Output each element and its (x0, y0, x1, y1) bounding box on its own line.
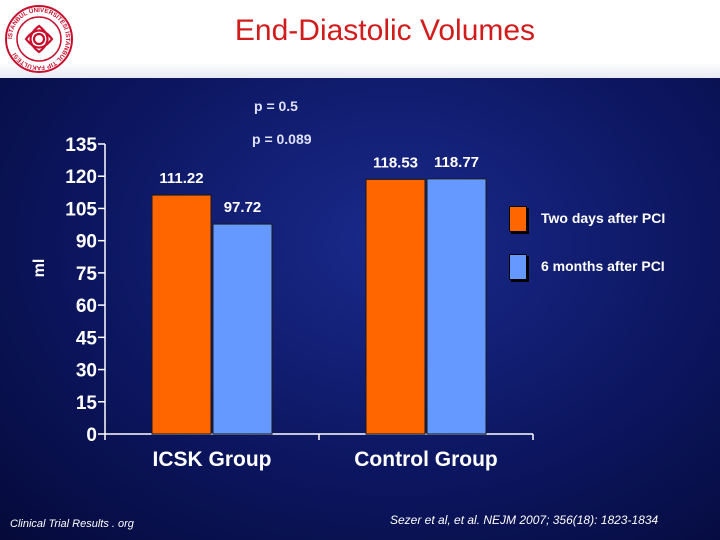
university-logo: İSTANBUL ÜNİVERSİTESİ İSTANBUL TIP FAKÜL… (5, 5, 73, 73)
bar-two-days-1 (365, 178, 426, 435)
bar-value-label: 111.22 (159, 170, 203, 187)
footer-citation: Sezer et al, et al. NEJM 2007; 356(18): … (390, 513, 659, 527)
footer-source-site: Clinical Trial Results . org (10, 518, 134, 530)
slide-header: İSTANBUL ÜNİVERSİTESİ İSTANBUL TIP FAKÜL… (0, 0, 720, 78)
y-tick-label: 45 (76, 328, 98, 349)
legend-swatch-six-months (509, 254, 527, 280)
bar-value-label: 97.72 (224, 199, 262, 216)
legend-label-six-months: 6 months after PCI (541, 258, 665, 274)
bar-six-months-1 (426, 178, 487, 435)
bar-six-months-0 (212, 223, 273, 435)
y-tick-label: 15 (76, 393, 98, 414)
x-category-label: ICSK Group (153, 448, 272, 471)
legend-label-two-days: Two days after PCI (541, 210, 666, 226)
y-tick-label: 0 (86, 425, 97, 446)
y-axis-label: ml (31, 259, 48, 278)
x-category-label: Control Group (354, 448, 497, 471)
y-tick-label: 90 (76, 232, 97, 253)
y-tick-label: 135 (65, 135, 97, 156)
p-value-control: p = 0.089 (252, 131, 312, 147)
y-tick-label: 30 (76, 361, 97, 382)
y-tick-label: 105 (65, 199, 97, 220)
y-tick-label: 60 (76, 296, 97, 317)
bar-two-days-0 (151, 194, 212, 435)
bar-value-label: 118.77 (434, 154, 479, 171)
slide-title: End-Diastolic Volumes (234, 14, 536, 47)
y-tick-label: 120 (65, 167, 97, 188)
legend-swatch-two-days (509, 206, 527, 232)
bar-value-label: 118.53 (373, 154, 418, 171)
p-value-icsk: p = 0.5 (254, 98, 298, 114)
y-tick-label: 75 (76, 264, 98, 285)
